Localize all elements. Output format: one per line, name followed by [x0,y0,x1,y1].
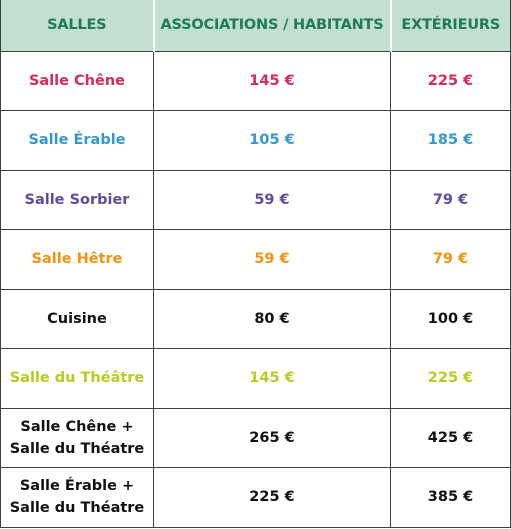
price-associations: 59 € [153,169,391,230]
price-associations: 265 € [153,407,391,468]
price-associations: 105 € [153,110,391,171]
room-name: Salle Érable [0,110,154,171]
table-row: Salle Érable 105 € 185 € [0,110,511,171]
price-exterieurs: 385 € [390,467,511,528]
room-name-line1: Salle Chêne + [20,418,134,435]
price-exterieurs: 100 € [390,288,511,349]
header-associations-habitants: ASSOCIATIONS / HABITANTS [152,0,392,52]
price-exterieurs: 225 € [390,348,511,409]
price-associations: 225 € [153,467,391,528]
room-name-line2: Salle du Théatre [9,500,145,517]
room-name: Cuisine [0,288,154,349]
room-name: Salle du Théâtre [0,348,154,409]
table-row: Salle Érable + Salle du Théatre 225 € 38… [0,467,511,528]
table-row: Salle Chêne 145 € 225 € [0,50,511,111]
price-exterieurs: 79 € [390,169,511,230]
price-exterieurs: 79 € [390,229,511,290]
room-name-line2: Salle du Théatre [9,440,145,457]
room-name: Salle Sorbier [0,169,154,230]
table-row: Salle Sorbier 59 € 79 € [0,169,511,230]
price-associations: 59 € [153,229,391,290]
table-row: Salle Hêtre 59 € 79 € [0,229,511,290]
room-name: Salle Chêne [0,50,154,111]
header-salles: SALLES [0,0,155,52]
table-header: SALLES ASSOCIATIONS / HABITANTS EXTÉRIEU… [0,0,511,52]
room-name: Salle Hêtre [0,229,154,290]
price-exterieurs: 185 € [390,110,511,171]
table-row: Salle du Théâtre 145 € 225 € [0,348,511,409]
table-row: Cuisine 80 € 100 € [0,288,511,349]
price-associations: 145 € [153,348,391,409]
room-name: Salle Chêne + Salle du Théatre [0,407,154,468]
table-row: Salle Chêne + Salle du Théatre 265 € 425… [0,407,511,468]
header-row: SALLES ASSOCIATIONS / HABITANTS EXTÉRIEU… [0,0,511,52]
room-name-line1: Salle Érable + [19,478,135,495]
price-exterieurs: 425 € [390,407,511,468]
header-exterieurs: EXTÉRIEURS [389,0,511,52]
price-associations: 80 € [153,288,391,349]
price-exterieurs: 225 € [390,50,511,111]
table-body: Salle Chêne 145 € 225 € Salle Érable 105… [0,50,511,528]
price-associations: 145 € [153,50,391,111]
room-name: Salle Érable + Salle du Théatre [0,467,154,528]
